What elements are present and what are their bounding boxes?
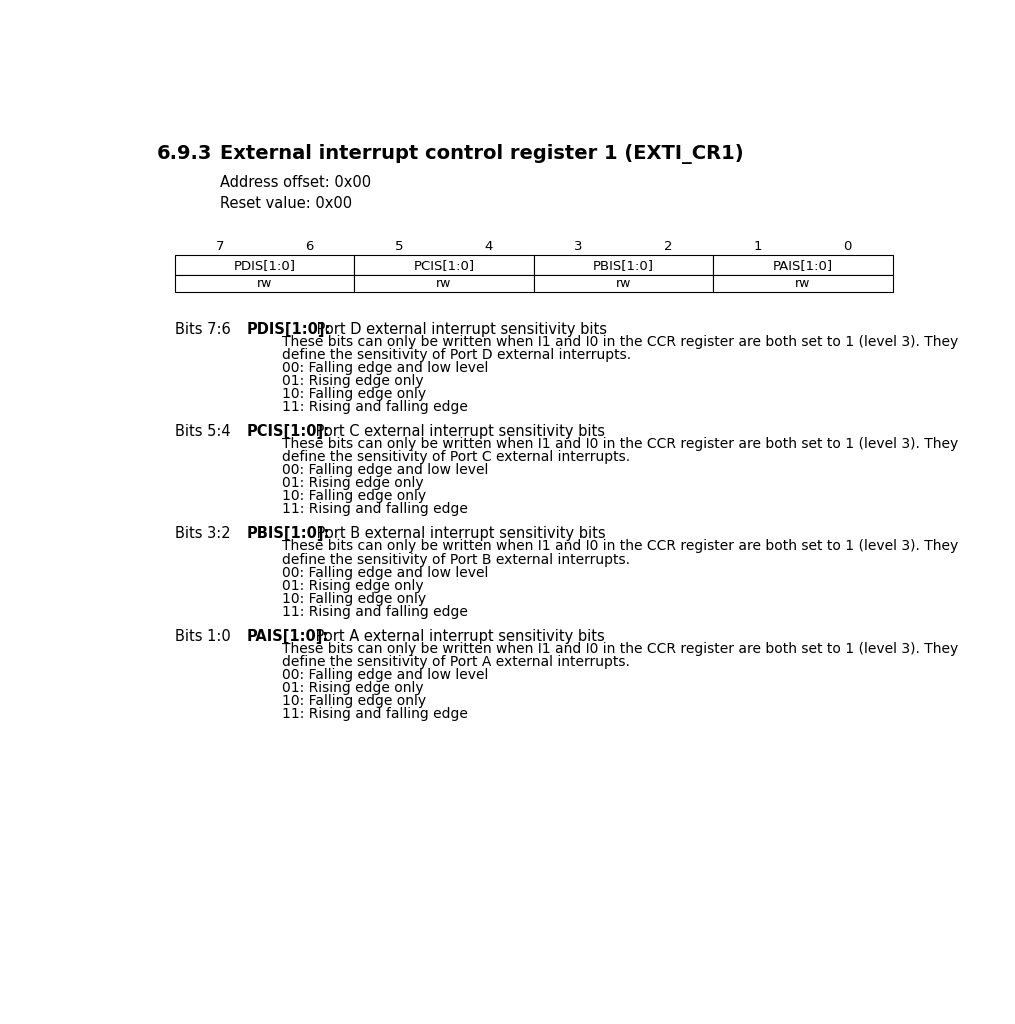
Text: 00: Falling edge and low level: 00: Falling edge and low level <box>282 565 488 580</box>
Text: Reset value: 0x00: Reset value: 0x00 <box>220 196 352 211</box>
Text: 10: Falling edge only: 10: Falling edge only <box>282 694 426 709</box>
Text: PAIS[1:0]:: PAIS[1:0]: <box>247 629 329 644</box>
Bar <box>534 275 714 292</box>
Bar <box>175 275 354 292</box>
Text: These bits can only be written when I1 and I0 in the CCR register are both set t: These bits can only be written when I1 a… <box>282 540 958 553</box>
Text: Bits 3:2: Bits 3:2 <box>175 526 230 542</box>
Text: Address offset: 0x00: Address offset: 0x00 <box>220 175 371 190</box>
Text: 10: Falling edge only: 10: Falling edge only <box>282 592 426 606</box>
Text: 11: Rising and falling edge: 11: Rising and falling edge <box>282 708 468 721</box>
Bar <box>354 275 534 292</box>
Text: define the sensitivity of Port C external interrupts.: define the sensitivity of Port C externa… <box>282 451 630 464</box>
Text: 4: 4 <box>485 240 493 253</box>
Text: define the sensitivity of Port D external interrupts.: define the sensitivity of Port D externa… <box>282 348 631 361</box>
Bar <box>714 255 892 275</box>
Bar <box>714 275 892 292</box>
Text: 1: 1 <box>754 240 762 253</box>
Text: 11: Rising and falling edge: 11: Rising and falling edge <box>282 605 468 618</box>
Text: 2: 2 <box>664 240 673 253</box>
Text: PBIS[1:0]: PBIS[1:0] <box>593 259 654 271</box>
Bar <box>175 255 354 275</box>
Text: 01: Rising edge only: 01: Rising edge only <box>282 579 423 593</box>
Text: These bits can only be written when I1 and I0 in the CCR register are both set t: These bits can only be written when I1 a… <box>282 642 958 655</box>
Text: 01: Rising edge only: 01: Rising edge only <box>282 476 423 490</box>
Text: rw: rw <box>795 278 811 291</box>
Text: 01: Rising edge only: 01: Rising edge only <box>282 374 423 388</box>
Text: PBIS[1:0]:: PBIS[1:0]: <box>247 526 330 542</box>
Text: 0: 0 <box>843 240 852 253</box>
Text: Port D external interrupt sensitivity bits: Port D external interrupt sensitivity bi… <box>313 322 607 337</box>
Text: 6: 6 <box>306 240 314 253</box>
Text: 6.9.3: 6.9.3 <box>156 144 212 164</box>
Text: 7: 7 <box>215 240 224 253</box>
Text: These bits can only be written when I1 and I0 in the CCR register are both set t: These bits can only be written when I1 a… <box>282 437 958 451</box>
Text: Port A external interrupt sensitivity bits: Port A external interrupt sensitivity bi… <box>311 629 605 644</box>
Text: 10: Falling edge only: 10: Falling edge only <box>282 387 426 401</box>
Text: Port C external interrupt sensitivity bits: Port C external interrupt sensitivity bi… <box>312 424 605 439</box>
Text: rw: rw <box>616 278 631 291</box>
Text: PAIS[1:0]: PAIS[1:0] <box>772 259 833 271</box>
Text: 11: Rising and falling edge: 11: Rising and falling edge <box>282 503 468 516</box>
Text: 5: 5 <box>395 240 403 253</box>
Text: Bits 7:6: Bits 7:6 <box>175 322 230 337</box>
Text: PCIS[1:0]:: PCIS[1:0]: <box>247 424 330 439</box>
Text: define the sensitivity of Port A external interrupts.: define the sensitivity of Port A externa… <box>282 655 629 669</box>
Text: PDIS[1:0]: PDIS[1:0] <box>233 259 295 271</box>
Text: 10: Falling edge only: 10: Falling edge only <box>282 489 426 504</box>
Text: PDIS[1:0]:: PDIS[1:0]: <box>247 322 331 337</box>
Text: 00: Falling edge and low level: 00: Falling edge and low level <box>282 463 488 477</box>
Text: rw: rw <box>436 278 452 291</box>
Text: Bits 1:0: Bits 1:0 <box>175 629 230 644</box>
Text: define the sensitivity of Port B external interrupts.: define the sensitivity of Port B externa… <box>282 553 630 566</box>
Text: 00: Falling edge and low level: 00: Falling edge and low level <box>282 668 488 682</box>
Bar <box>534 255 714 275</box>
Text: External interrupt control register 1 (EXTI_CR1): External interrupt control register 1 (E… <box>220 144 744 165</box>
Text: Port B external interrupt sensitivity bits: Port B external interrupt sensitivity bi… <box>312 526 605 542</box>
Text: Bits 5:4: Bits 5:4 <box>175 424 230 439</box>
Text: 00: Falling edge and low level: 00: Falling edge and low level <box>282 360 488 375</box>
Bar <box>354 255 534 275</box>
Text: 01: Rising edge only: 01: Rising edge only <box>282 681 423 695</box>
Text: 11: Rising and falling edge: 11: Rising and falling edge <box>282 400 468 414</box>
Text: These bits can only be written when I1 and I0 in the CCR register are both set t: These bits can only be written when I1 a… <box>282 335 958 348</box>
Text: PCIS[1:0]: PCIS[1:0] <box>413 259 475 271</box>
Text: rw: rw <box>257 278 272 291</box>
Text: 3: 3 <box>574 240 583 253</box>
